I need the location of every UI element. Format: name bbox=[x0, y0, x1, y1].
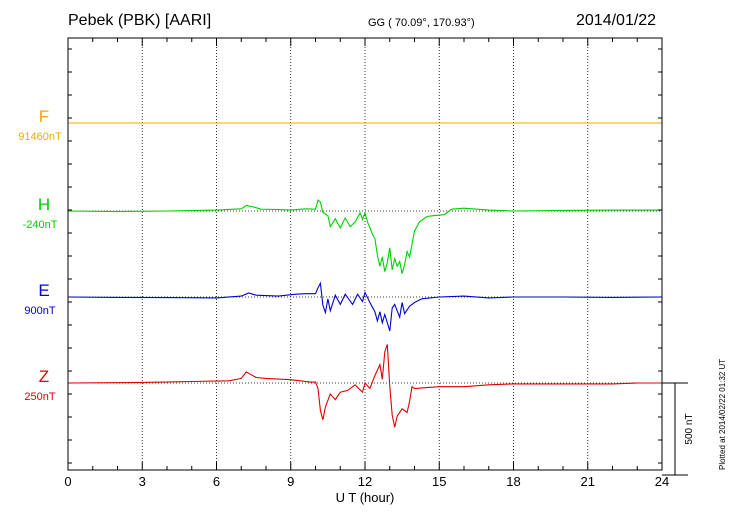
series-name-e: E bbox=[38, 281, 49, 300]
x-tick-label: 21 bbox=[581, 474, 595, 489]
x-tick-label: 6 bbox=[213, 474, 220, 489]
x-tick-label: 12 bbox=[358, 474, 372, 489]
station-title: Pebek (PBK) [AARI] bbox=[68, 12, 212, 29]
x-tick-label: 18 bbox=[506, 474, 520, 489]
x-tick-label: 24 bbox=[655, 474, 669, 489]
baseline-value-h: -240nT bbox=[23, 219, 58, 231]
coordinates-label: GG ( 70.09°, 170.93°) bbox=[368, 17, 475, 29]
series-line-h bbox=[67, 198, 662, 274]
scale-bar-label: 500 nT bbox=[684, 413, 695, 444]
x-tick-label: 9 bbox=[287, 474, 294, 489]
baseline-value-e: 900nT bbox=[24, 305, 55, 317]
series-line-e bbox=[67, 281, 663, 332]
x-tick-label: 15 bbox=[432, 474, 446, 489]
series-name-h: H bbox=[38, 195, 50, 214]
baseline-value-f: 91460nT bbox=[18, 131, 62, 143]
data-traces bbox=[67, 122, 663, 428]
date-label: 2014/01/22 bbox=[576, 12, 657, 29]
scale-bar: 500 nT bbox=[662, 382, 695, 476]
series-name-z: Z bbox=[39, 367, 49, 386]
axis-labels: 0 3 6 9 12 15 18 21 24 F 91460nT H -240nT E 900nT Z 250n… bbox=[18, 107, 669, 489]
series-line-z bbox=[67, 344, 662, 428]
x-tick-label: 0 bbox=[64, 474, 71, 489]
x-tick-label: 3 bbox=[139, 474, 146, 489]
x-axis-title: U T (hour) bbox=[336, 490, 395, 505]
grid-lines bbox=[141, 38, 589, 470]
baseline-value-z: 250nT bbox=[24, 391, 55, 403]
axis-ticks bbox=[67, 38, 663, 470]
series-name-f: F bbox=[39, 107, 49, 126]
